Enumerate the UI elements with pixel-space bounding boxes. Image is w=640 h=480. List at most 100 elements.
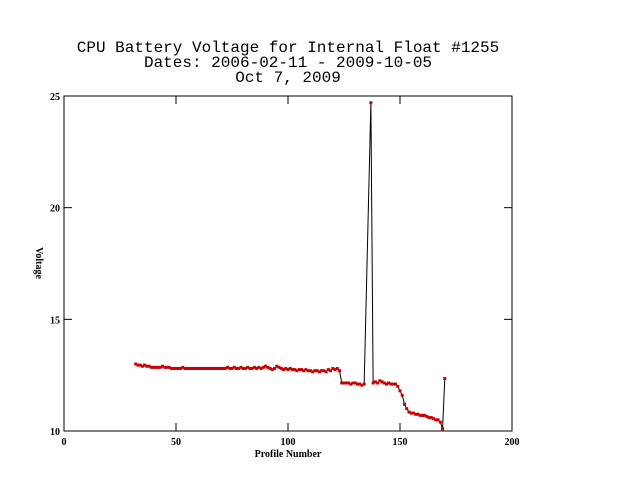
data-point (306, 369, 310, 373)
data-point (158, 365, 162, 369)
data-point (214, 366, 218, 370)
data-point (138, 363, 142, 367)
data-point (409, 411, 413, 415)
data-point (317, 370, 321, 374)
data-point (248, 366, 252, 370)
x-axis-label: Profile Number (255, 449, 322, 460)
data-point (391, 382, 395, 386)
data-point (304, 368, 308, 372)
data-point (385, 382, 389, 386)
data-point (161, 364, 165, 368)
chart-date: Oct 7, 2009 (235, 69, 341, 87)
y-axis-label: Voltage (33, 247, 44, 279)
data-point (335, 366, 339, 370)
data-point (438, 420, 442, 424)
data-point (402, 402, 406, 406)
data-point (302, 369, 306, 373)
data-point (376, 381, 380, 385)
data-point (201, 366, 205, 370)
data-point (373, 380, 377, 384)
data-point (429, 416, 433, 420)
data-point (181, 365, 185, 369)
data-point (297, 368, 301, 372)
data-point (353, 381, 357, 385)
data-point (311, 370, 315, 374)
data-point (358, 382, 362, 386)
data-point (313, 369, 317, 373)
x-tick-label: 0 (62, 437, 67, 448)
data-point (275, 364, 279, 368)
data-point (324, 370, 328, 374)
data-point (261, 365, 265, 369)
data-point (194, 366, 198, 370)
data-point (167, 365, 171, 369)
data-point (340, 381, 344, 385)
data-point (329, 369, 333, 373)
data-point (371, 381, 375, 385)
data-point (443, 377, 447, 381)
data-point (154, 365, 158, 369)
data-point (266, 365, 270, 369)
data-point (230, 366, 234, 370)
data-point (232, 365, 236, 369)
data-point (185, 366, 189, 370)
data-point (355, 382, 359, 386)
data-point (149, 365, 153, 369)
data-point (418, 413, 422, 417)
data-point (156, 365, 160, 369)
data-point (322, 369, 326, 373)
x-tick-label: 150 (393, 437, 408, 448)
data-point (221, 366, 225, 370)
data-point (219, 366, 223, 370)
data-point (315, 369, 319, 373)
data-point (234, 366, 238, 370)
data-point (293, 368, 297, 372)
data-point (241, 366, 245, 370)
data-point (210, 366, 214, 370)
data-point (134, 362, 138, 366)
data-point (190, 366, 194, 370)
data-point (178, 366, 182, 370)
data-point (170, 366, 174, 370)
data-point (140, 364, 144, 368)
data-point (255, 366, 259, 370)
data-point (434, 418, 438, 422)
data-point (338, 369, 342, 373)
y-tick-label: 10 (50, 427, 60, 438)
data-point (286, 368, 290, 372)
data-point (414, 412, 418, 416)
data-point (432, 417, 436, 421)
chart-title: CPU Battery Voltage for Internal Float #… (77, 39, 499, 57)
data-point (320, 369, 324, 373)
data-point (420, 413, 424, 417)
data-point (226, 365, 230, 369)
y-tick-label: 15 (50, 315, 60, 326)
data-point (369, 101, 373, 105)
data-point (394, 382, 398, 386)
data-point (246, 365, 250, 369)
data-point (196, 366, 200, 370)
data-point (136, 363, 140, 367)
data-point (208, 366, 212, 370)
data-point (387, 381, 391, 385)
data-point (400, 393, 404, 397)
data-point (252, 365, 256, 369)
data-point (268, 366, 272, 370)
data-point (273, 366, 277, 370)
x-tick-label: 200 (505, 437, 520, 448)
data-point (342, 381, 346, 385)
data-point (331, 366, 335, 370)
data-point (147, 364, 151, 368)
data-point (270, 368, 274, 372)
data-point (326, 368, 330, 372)
data-point (176, 366, 180, 370)
data-point (290, 368, 294, 372)
y-tick-label: 20 (50, 204, 60, 215)
data-point (243, 366, 247, 370)
data-point (441, 427, 445, 431)
x-tick-label: 50 (171, 437, 181, 448)
data-point (143, 363, 147, 367)
data-point (398, 389, 402, 393)
data-point (389, 382, 393, 386)
